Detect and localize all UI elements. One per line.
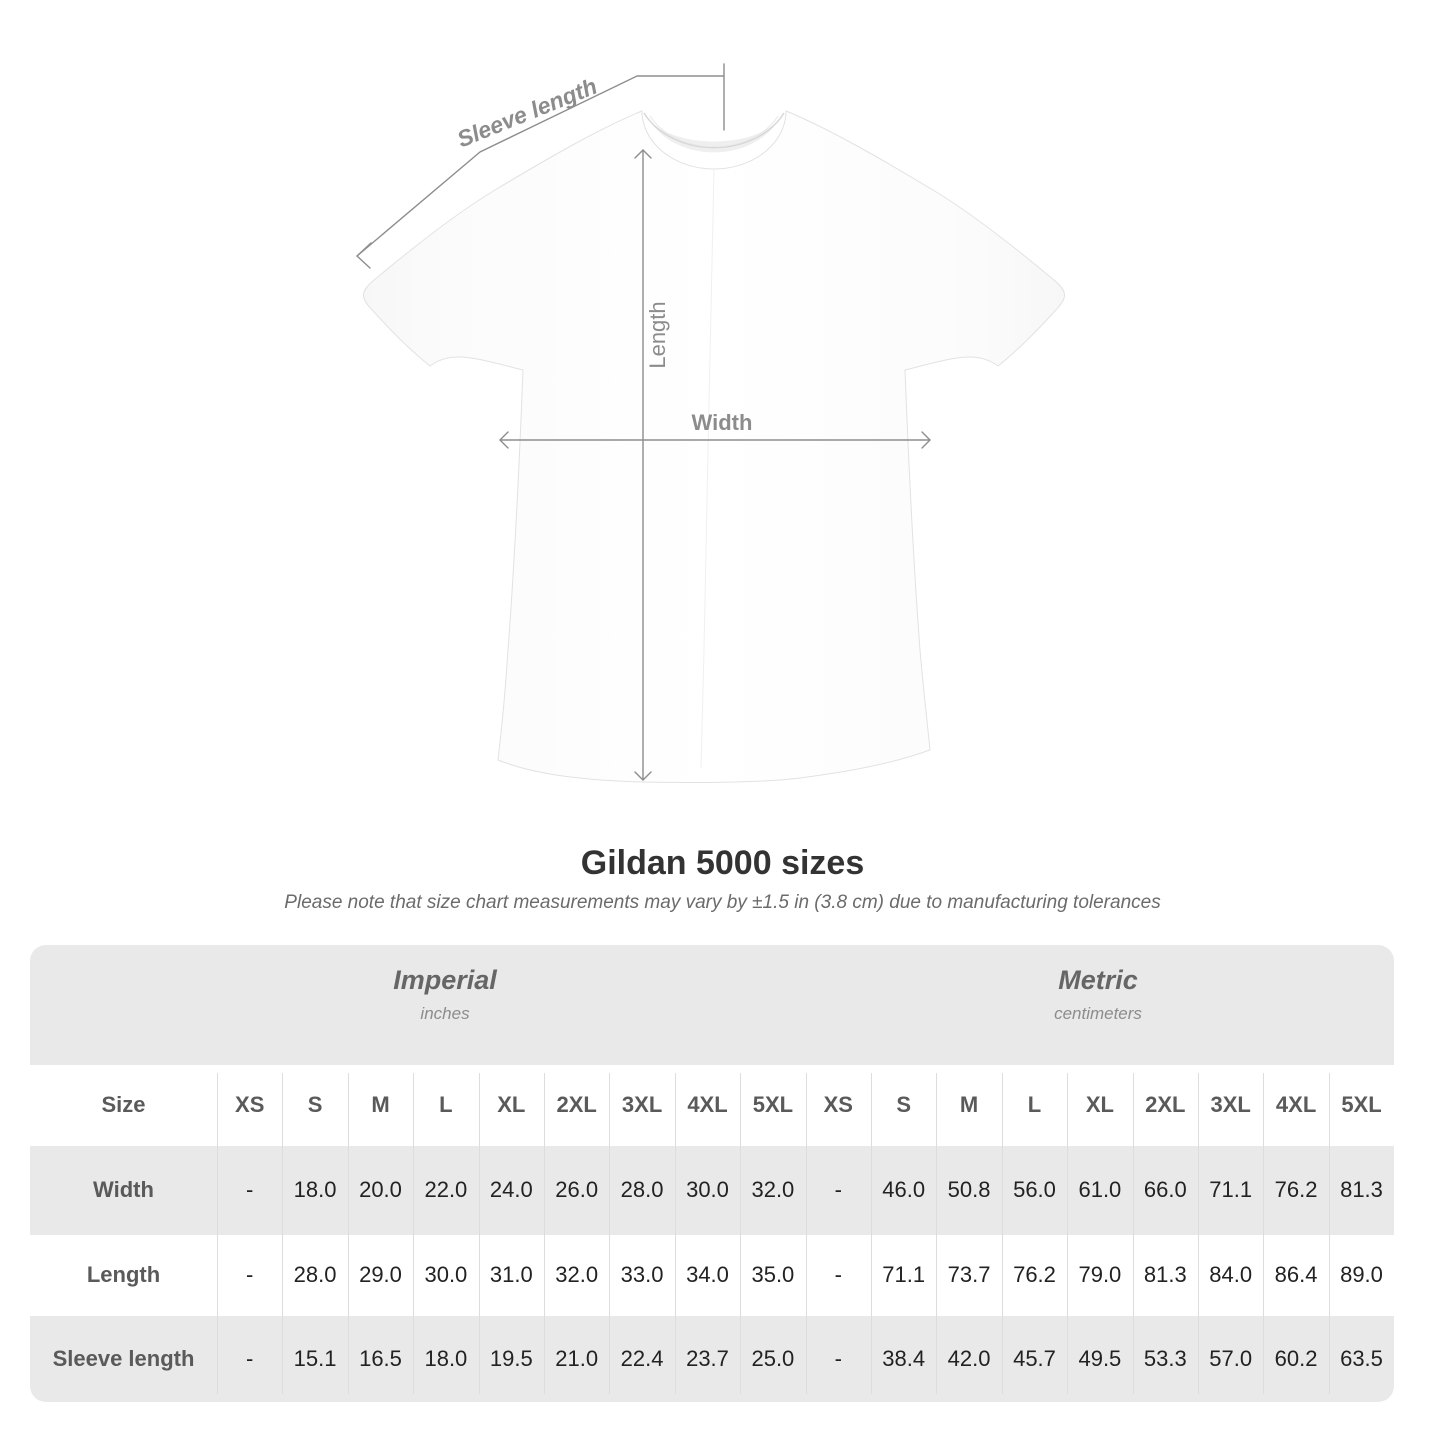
svg-text:Sleeve length: Sleeve length (453, 73, 600, 153)
svg-text:Length: Length (645, 301, 670, 368)
svg-text:Width: Width (692, 410, 753, 435)
